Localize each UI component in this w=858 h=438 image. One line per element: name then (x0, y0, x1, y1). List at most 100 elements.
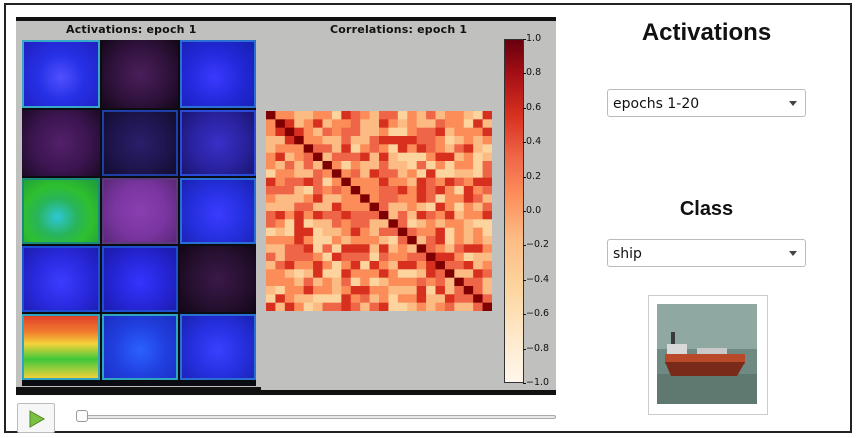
play-button[interactable] (17, 403, 55, 433)
heatmap-cell (331, 111, 342, 120)
epoch-slider-track[interactable] (80, 415, 556, 419)
heatmap-cell (435, 161, 446, 170)
heatmap-cell (379, 277, 389, 287)
heatmap-cell (388, 194, 399, 204)
heatmap-cell (379, 136, 389, 145)
heatmap-cell (463, 186, 474, 195)
heatmap-cell (275, 152, 286, 162)
heatmap-cell (473, 177, 483, 187)
heatmap-cell (350, 236, 361, 245)
epoch-slider-handle[interactable] (76, 410, 88, 422)
heatmap-cell (463, 219, 474, 229)
heatmap-cell (303, 161, 314, 170)
heatmap-cell (294, 177, 305, 187)
colorbar-tick-label: −0.8 (522, 342, 550, 354)
heatmap-cell (313, 219, 323, 229)
heatmap-cell (416, 202, 427, 212)
heatmap-cell (360, 144, 370, 154)
heatmap-cell (407, 236, 418, 245)
heatmap-cell (426, 294, 436, 304)
heatmap-cell (284, 111, 295, 120)
colorbar-tick-label: −0.2 (522, 239, 550, 251)
heatmap-cell (473, 236, 483, 245)
heatmap-cell (341, 202, 352, 212)
heatmap-cell (388, 269, 399, 279)
heatmap-cell (388, 294, 399, 304)
heatmap-cell (482, 119, 492, 129)
heatmap-cell (294, 136, 305, 145)
heatmap-cell (473, 119, 483, 129)
heatmap-cell (369, 294, 380, 304)
heatmap-cell (482, 152, 492, 162)
heatmap-cell (331, 236, 342, 245)
epochs-select[interactable]: epochs 1-20 (607, 89, 806, 117)
heatmap-cell (313, 202, 323, 212)
heatmap-cell (303, 119, 314, 129)
heatmap-cell (435, 286, 446, 295)
heatmap-cell (322, 161, 333, 170)
heatmap-cell (407, 161, 418, 170)
heatmap-cell (303, 169, 314, 179)
heatmap-cell (322, 244, 333, 254)
heatmap-cell (463, 294, 474, 304)
heatmap-cell (360, 269, 370, 279)
heatmap-cell (303, 219, 314, 229)
play-icon (29, 410, 45, 428)
heatmap-cell (322, 119, 333, 129)
heatmap-cell (454, 211, 465, 220)
heatmap-cell (444, 119, 455, 129)
heatmap-cell (313, 286, 323, 295)
heatmap-cell (444, 244, 455, 254)
activation-tile (180, 246, 256, 312)
heatmap-cell (331, 269, 342, 279)
heatmap-cell (435, 252, 446, 262)
heatmap-cell (275, 169, 286, 179)
heatmap-cell (313, 277, 323, 287)
heatmap-cell (435, 194, 446, 204)
chevron-down-icon (789, 251, 797, 256)
heatmap-cell (266, 277, 276, 287)
heatmap-cell (313, 127, 323, 137)
activation-tile (22, 40, 100, 108)
heatmap-cell (416, 261, 427, 270)
heatmap-cell (360, 119, 370, 129)
heatmap-cell (426, 211, 436, 220)
heatmap-cell (388, 136, 399, 145)
heatmap-cell (303, 152, 314, 162)
heatmap-cell (275, 236, 286, 245)
heatmap-cell (407, 127, 418, 137)
figure-border (16, 387, 261, 391)
heatmap-cell (435, 244, 446, 254)
heatmap-cell (463, 302, 474, 311)
heatmap-cell (369, 144, 380, 154)
heatmap-cell (350, 227, 361, 237)
heatmap-cell (388, 286, 399, 295)
heatmap-cell (313, 177, 323, 187)
heatmap-cell (322, 261, 333, 270)
heatmap-cell (294, 294, 305, 304)
heatmap-cell (444, 302, 455, 311)
heatmap-cell (322, 186, 333, 195)
heatmap-cell (463, 177, 474, 187)
heatmap-cell (435, 202, 446, 212)
heatmap-cell (360, 227, 370, 237)
class-select[interactable]: ship (607, 239, 806, 267)
heatmap-cell (313, 152, 323, 162)
heatmap-cell (369, 269, 380, 279)
heatmap-cell (350, 194, 361, 204)
heatmap-cell (388, 186, 399, 195)
heatmap-cell (482, 177, 492, 187)
heatmap-cell (463, 286, 474, 295)
heatmap-cell (407, 136, 418, 145)
heatmap-cell (294, 252, 305, 262)
heatmap-cell (473, 211, 483, 220)
heatmap-cell (350, 269, 361, 279)
heatmap-cell (266, 119, 276, 129)
heatmap-cell (303, 277, 314, 287)
activation-tile (180, 314, 256, 380)
heatmap-cell (426, 186, 436, 195)
heatmap-cell (435, 227, 446, 237)
heatmap-cell (275, 186, 286, 195)
heatmap-cell (407, 286, 418, 295)
heatmap-cell (313, 119, 323, 129)
